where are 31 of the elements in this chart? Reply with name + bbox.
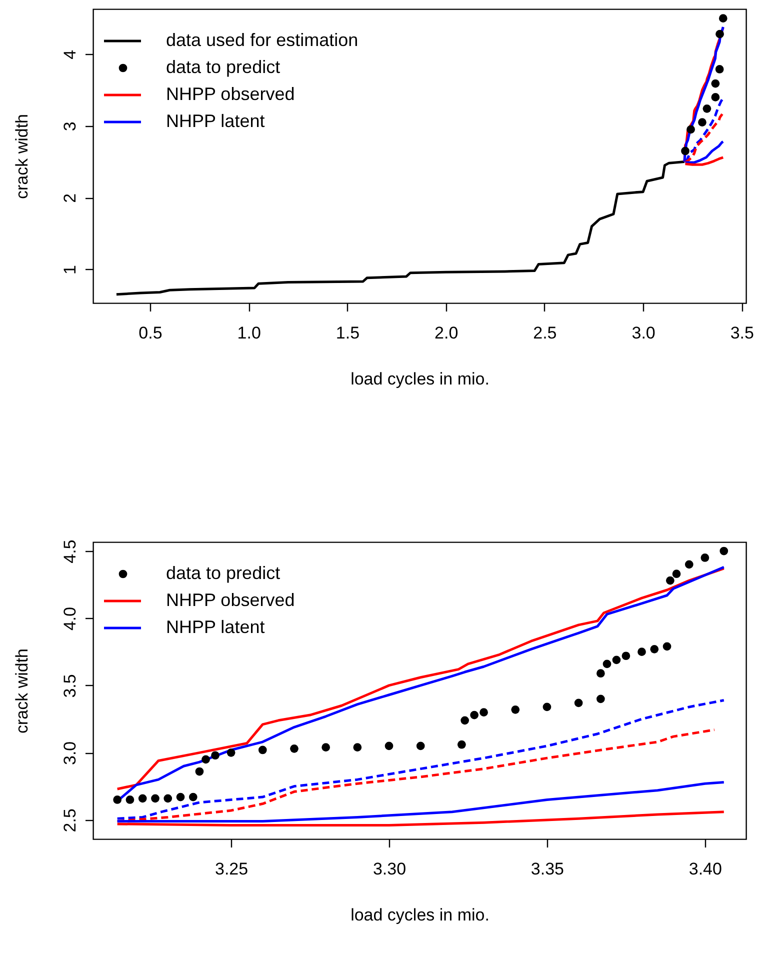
legend-label: NHPP latent xyxy=(166,111,265,131)
y-axis-title: crack width xyxy=(12,648,32,734)
x-tick-label: 3.35 xyxy=(530,860,564,878)
x-tick-label: 0.5 xyxy=(138,324,162,342)
y-axis-title: crack width xyxy=(12,114,32,200)
legend-label: NHPP observed xyxy=(166,84,295,104)
legend-label: data used for estimation xyxy=(166,30,358,50)
legend-label: data to predict xyxy=(166,57,280,77)
x-tick-label: 1.5 xyxy=(336,324,360,342)
y-tick-label: 3 xyxy=(60,122,80,132)
x-axis-title: load cycles in mio. xyxy=(350,370,490,388)
y-tick-label: 3.5 xyxy=(60,674,80,698)
y-tick-label: 1 xyxy=(60,265,80,275)
y-tick-label: 4.5 xyxy=(60,540,80,564)
legend-label: NHPP latent xyxy=(166,617,265,637)
x-tick-label: 3.0 xyxy=(632,324,656,342)
y-tick-label: 2 xyxy=(60,193,80,203)
y-tick-label: 4 xyxy=(60,50,80,60)
x-tick-label: 3.5 xyxy=(730,324,754,342)
x-axis-title: load cycles in mio. xyxy=(350,906,490,924)
y-tick-label: 3.0 xyxy=(60,741,80,766)
x-tick-label: 2.5 xyxy=(533,324,557,342)
legend-label: NHPP observed xyxy=(166,590,295,610)
x-tick-label: 3.30 xyxy=(372,860,406,878)
legend-label: data to predict xyxy=(166,563,280,583)
x-tick-label: 2.0 xyxy=(434,324,458,342)
x-tick-label: 3.40 xyxy=(688,860,722,878)
y-tick-label: 4.0 xyxy=(60,606,80,631)
y-tick-label: 2.5 xyxy=(60,808,80,832)
x-tick-label: 1.0 xyxy=(237,324,261,342)
x-tick-label: 3.25 xyxy=(215,860,248,878)
